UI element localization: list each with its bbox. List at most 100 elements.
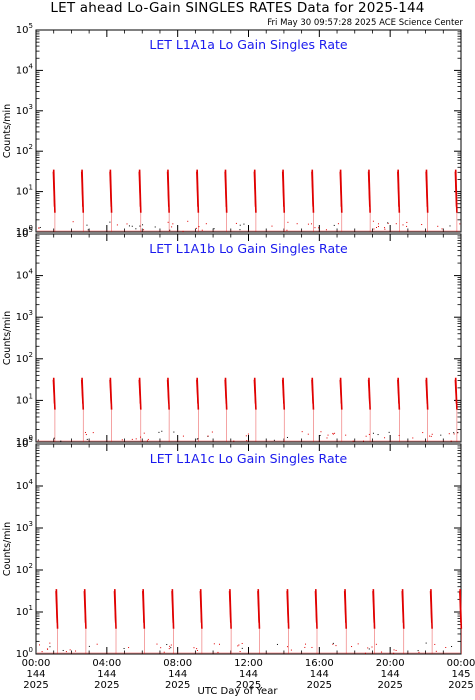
rate-spike (253, 169, 257, 232)
y-axis-label: Counts/min (2, 311, 13, 365)
rate-spike (367, 377, 371, 442)
background-point (161, 430, 163, 432)
background-point (87, 229, 89, 231)
background-point (217, 651, 219, 653)
spike-line (138, 379, 141, 404)
background-point (92, 432, 94, 434)
rate-spike (52, 169, 56, 232)
spike-line (367, 171, 371, 207)
spike-line (281, 171, 285, 207)
y-tick-label: 102 (16, 143, 33, 157)
y-tick-exponent: 0 (29, 434, 33, 442)
background-point (310, 223, 312, 225)
y-tick-exponent: 5 (29, 226, 33, 234)
x-tick-time: 04:00 (92, 658, 121, 669)
background-point (147, 438, 149, 440)
spike-line (171, 591, 174, 623)
background-point (387, 222, 389, 224)
spike-line (142, 591, 145, 623)
spike-line (138, 171, 141, 207)
background-point (60, 440, 62, 442)
rate-spike (171, 589, 175, 654)
background-point (332, 642, 334, 644)
y-tick-label: 103 (16, 520, 33, 534)
rate-spike (281, 169, 286, 232)
background-point (163, 651, 165, 653)
background-point (237, 645, 239, 647)
y-tick-label: 104 (16, 62, 34, 76)
background-point (170, 644, 172, 646)
background-point (365, 435, 367, 437)
background-point (332, 432, 334, 434)
background-point (241, 647, 243, 649)
background-point (435, 650, 437, 652)
background-point (72, 221, 74, 223)
background-point (213, 228, 215, 230)
background-point (131, 225, 133, 227)
background-point (241, 642, 243, 644)
rate-spike (109, 169, 113, 232)
background-point (170, 647, 172, 649)
spike-line (397, 379, 400, 404)
rate-spike (224, 169, 228, 232)
background-point (276, 643, 278, 645)
x-tick-time: 08:00 (163, 658, 192, 669)
background-point (307, 433, 309, 435)
rate-spike (166, 377, 170, 442)
plot-frame (35, 443, 462, 655)
background-point (384, 228, 386, 230)
background-point (335, 645, 337, 647)
background-point (377, 434, 379, 436)
generation-timestamp: Fri May 30 09:57:28 2025 ACE Science Cen… (267, 18, 463, 28)
background-point (201, 229, 203, 231)
spike-line (196, 379, 199, 404)
background-point (207, 435, 209, 437)
x-tick-year: 2025 (377, 680, 402, 691)
background-point (246, 440, 248, 442)
y-tick-exponent: 4 (29, 268, 34, 276)
background-point (290, 649, 292, 651)
background-point (53, 437, 55, 439)
rate-spike (314, 589, 318, 654)
x-tick-year: 2025 (307, 680, 332, 691)
background-point (422, 432, 424, 434)
x-tick-doy: 144 (97, 669, 116, 680)
background-point (377, 223, 379, 225)
y-tick-label: 103 (16, 103, 33, 117)
background-point (169, 229, 171, 231)
y-tick-exponent: 3 (29, 520, 33, 528)
rate-spike (339, 377, 343, 442)
background-point (393, 652, 395, 654)
background-point (143, 229, 145, 231)
spike-line (199, 591, 202, 623)
rate-spike (83, 589, 87, 654)
spike-line (454, 379, 457, 404)
y-tick-label: 101 (16, 392, 33, 406)
background-point (311, 646, 313, 648)
background-point (139, 225, 141, 227)
x-tick-time: 12:00 (234, 658, 263, 669)
background-point (143, 432, 145, 434)
x-tick-year: 2025 (236, 680, 261, 691)
spike-line (109, 171, 112, 207)
background-point (196, 650, 198, 652)
background-point (126, 223, 128, 225)
y-tick-exponent: 4 (29, 478, 34, 486)
background-point (417, 650, 419, 652)
spike-line (339, 379, 342, 404)
background-point (376, 227, 378, 229)
y-tick-exponent: 0 (29, 224, 33, 232)
background-point (352, 440, 354, 442)
background-point (142, 224, 144, 226)
rate-spike (343, 589, 348, 654)
x-tick-doy: 145 (451, 669, 470, 680)
background-point (320, 431, 322, 433)
x-axis-label: UTC Day of Year (197, 686, 278, 697)
background-point (445, 647, 447, 649)
background-point (395, 223, 397, 225)
background-point (128, 225, 130, 227)
